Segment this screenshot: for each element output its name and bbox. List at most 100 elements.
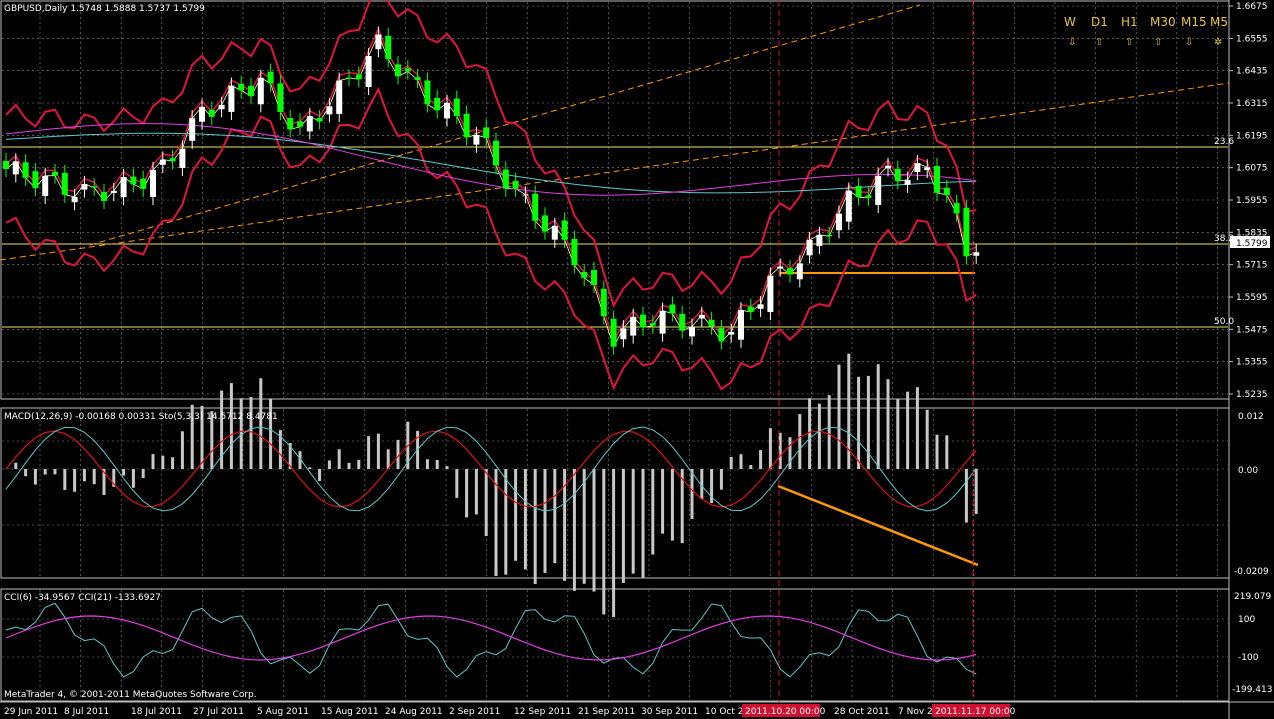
macd-bar — [680, 469, 684, 544]
price-label: 1.5355 — [1236, 358, 1268, 368]
macd-bar — [455, 469, 459, 498]
svg-text:-0.0209: -0.0209 — [1234, 567, 1269, 577]
macd-bar — [73, 469, 77, 492]
macd-bar — [43, 469, 47, 475]
candle-body — [649, 323, 656, 326]
candle-body — [806, 239, 813, 256]
price-label: 1.6195 — [1236, 131, 1268, 141]
date-label: 7 Nov 2011 — [898, 707, 950, 717]
macd-bar — [141, 469, 145, 479]
macd-bar — [543, 469, 547, 573]
macd-bar — [974, 469, 978, 514]
macd-bar — [131, 469, 135, 488]
candle-body — [208, 109, 215, 117]
candle-body — [826, 234, 833, 237]
candle-body — [610, 318, 617, 347]
candle-body — [365, 56, 372, 87]
date-label: 8 Jul 2011 — [64, 707, 109, 717]
price-label: 1.6315 — [1236, 99, 1268, 109]
macd-bar — [847, 353, 851, 469]
candle-body — [659, 310, 666, 334]
svg-text:219.079: 219.079 — [1234, 592, 1271, 602]
candle-body — [238, 83, 245, 91]
candle-body — [3, 160, 9, 170]
macd-bar — [14, 462, 18, 469]
candle-body — [640, 314, 646, 328]
date-label: 28 Oct 2011 — [834, 707, 890, 717]
macd-histogram — [5, 353, 978, 617]
candle-body — [444, 102, 450, 119]
price-label: 1.6435 — [1236, 67, 1268, 77]
cci6-line — [5, 602, 977, 678]
price-scale: 1.6675 1.6555 1.6435 1.6315 1.6195 1.6075 1.59… — [1229, 2, 1268, 400]
bollinger-bands — [5, 0, 977, 391]
macd-bar — [661, 469, 665, 534]
candle-body — [689, 326, 695, 337]
candle-body — [855, 186, 862, 198]
macd-bar — [690, 469, 694, 520]
middle-band — [5, 27, 977, 344]
timeframe-label: M5 — [1210, 15, 1228, 29]
timeframe-arrow-icon: ✲ — [1214, 37, 1222, 48]
candle-body — [483, 127, 490, 139]
candle-body — [130, 176, 137, 185]
candles — [3, 26, 980, 355]
candle-body — [816, 234, 823, 246]
macd-bar — [582, 469, 586, 584]
timeframe-arrow-icon: ⇧ — [1095, 37, 1103, 48]
macd-bar — [33, 469, 37, 485]
macd-bar — [514, 469, 518, 561]
price-label: 1.6555 — [1236, 34, 1268, 44]
macd-bar — [465, 469, 469, 518]
copyright: MetaTrader 4, © 2001-2011 MetaQuotes Sof… — [4, 690, 257, 700]
trendline — [0, 82, 1230, 261]
candle-body — [747, 306, 754, 312]
time-axis: 29 Jun 2011 8 Jul 2011 18 Jul 2011 27 Jul 2… — [4, 704, 1016, 717]
macd-bar — [504, 469, 508, 575]
date-label: 2 Sep 2011 — [449, 707, 500, 717]
date-label: 18 Jul 2011 — [131, 707, 182, 717]
chart-title: GBPUSD,Daily 1.5748 1.5888 1.5737 1.5799 — [4, 4, 205, 14]
candle-body — [424, 80, 431, 105]
macd-bar — [259, 378, 263, 469]
candle-body — [297, 121, 303, 127]
timeframe-arrow-icon: ⇩ — [1185, 37, 1193, 48]
macd-bar — [906, 391, 910, 469]
macd-bar — [592, 469, 596, 592]
macd-bar — [553, 469, 557, 564]
macd-bar — [308, 467, 312, 469]
candle-body — [777, 266, 784, 269]
date-label: 10 Oct 2011 — [705, 707, 761, 717]
macd-bar — [171, 457, 175, 469]
price-label: 1.5475 — [1236, 325, 1268, 335]
price-label: 1.5235 — [1236, 390, 1268, 400]
candle-body — [934, 166, 940, 193]
candle-body — [973, 252, 980, 256]
candle-body — [120, 177, 127, 198]
macd-bar — [122, 469, 126, 476]
macd-bar — [700, 469, 704, 500]
svg-text:100: 100 — [1238, 615, 1255, 625]
macd-bar — [857, 376, 861, 469]
cci21-line — [5, 615, 977, 661]
macd-bar — [749, 465, 753, 469]
macd-bar — [327, 460, 331, 469]
timeframe-arrow-icon: ⇧ — [1154, 37, 1162, 48]
macd-bar — [376, 433, 380, 469]
macd-bar — [161, 455, 165, 469]
price-label: 1.5595 — [1236, 293, 1268, 303]
macd-bar — [494, 469, 498, 576]
candle-body — [346, 77, 352, 79]
macd-bar — [445, 466, 449, 469]
macd-bar — [318, 469, 322, 482]
ma-slow-2 — [5, 123, 977, 196]
macd-bar — [190, 404, 194, 469]
macd-scale: 0.012 0.00 -0.0209 — [1234, 412, 1269, 577]
macd-bar — [964, 469, 968, 523]
macd-bar — [837, 364, 841, 469]
date-label: 15 Aug 2011 — [321, 707, 379, 717]
macd-bar — [63, 469, 67, 491]
macd-bar — [935, 434, 939, 469]
ma-slow — [5, 132, 977, 194]
